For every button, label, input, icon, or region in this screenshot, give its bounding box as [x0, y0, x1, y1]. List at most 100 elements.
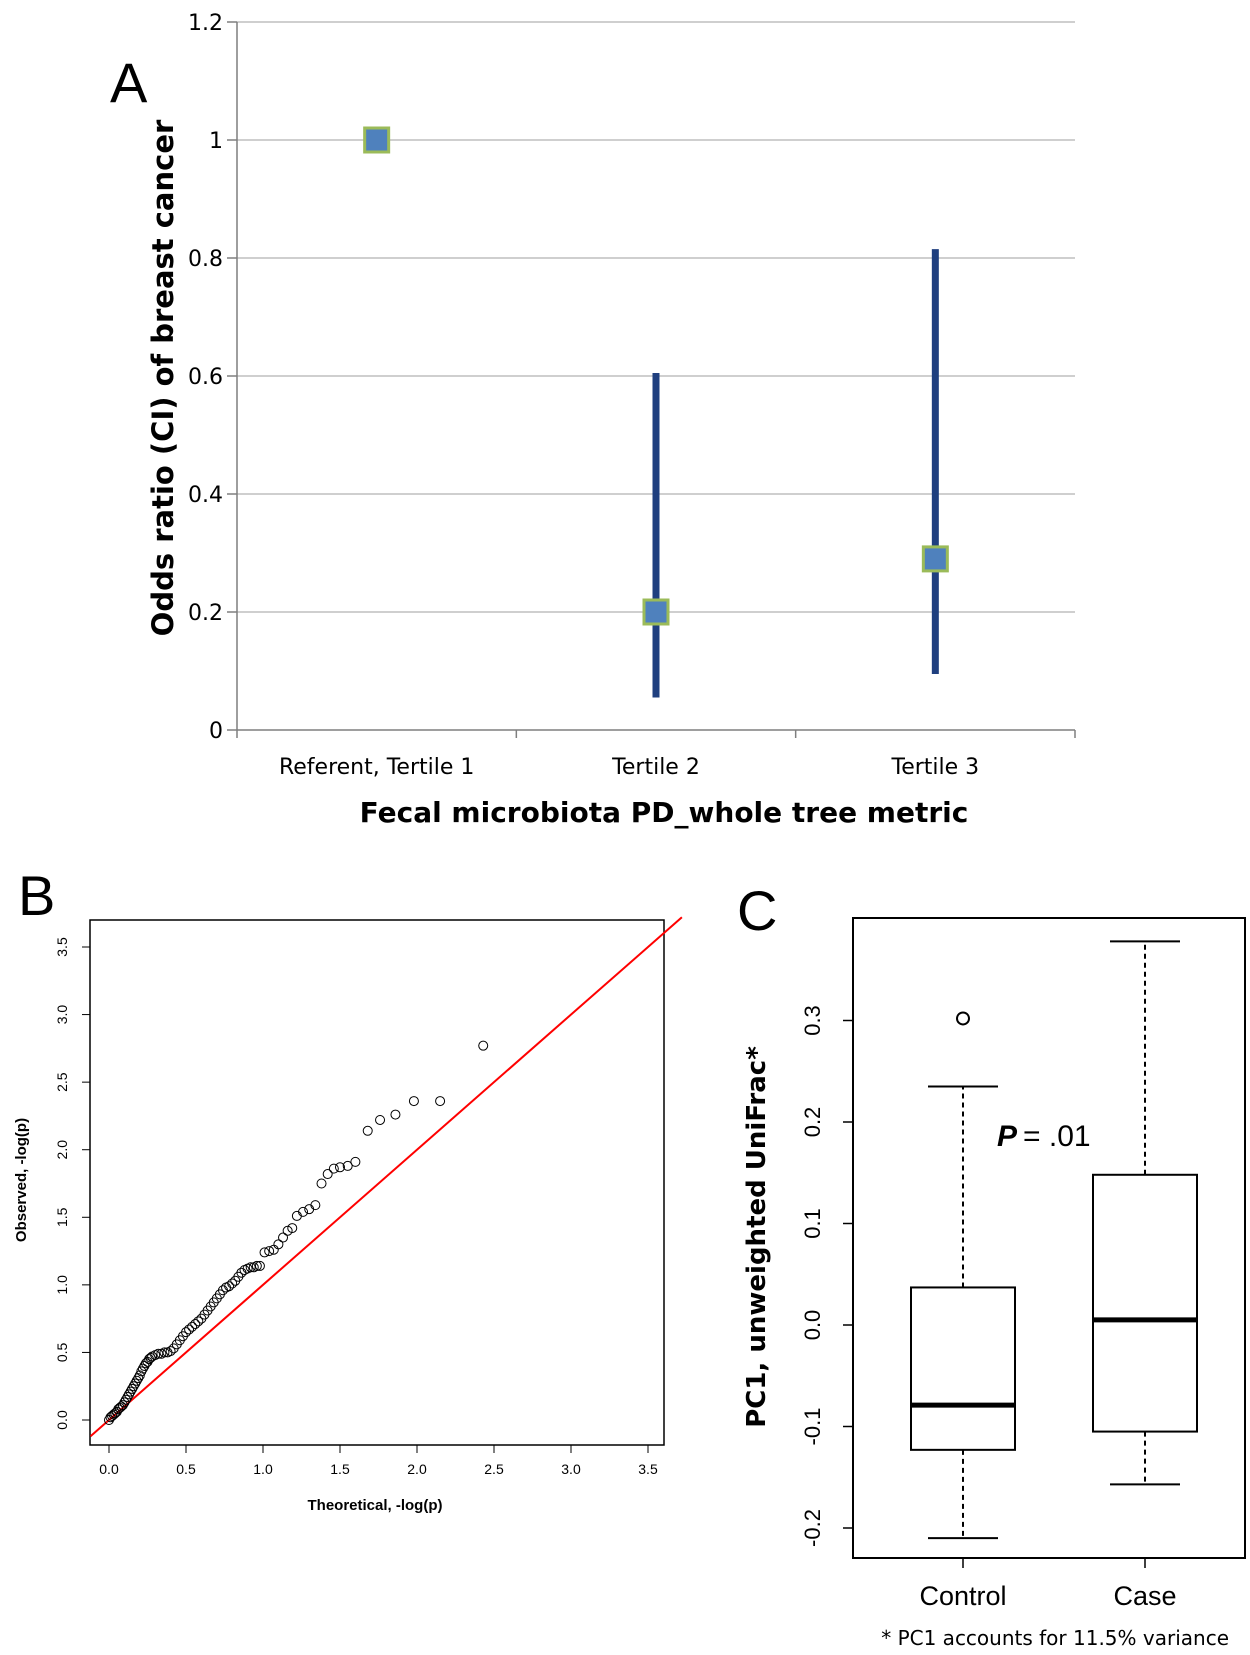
panel-b-point [181, 1327, 191, 1338]
panel-c-y-tick-label: 0.2 [800, 1107, 825, 1138]
panel-b-points [104, 1040, 489, 1425]
panel-b-x-tick-label: 0.0 [99, 1461, 119, 1477]
panel-b-y-tick-label: 3.5 [54, 937, 70, 957]
panel-b-point [193, 1316, 204, 1327]
panel-b-y-tick-label: 2.5 [54, 1072, 70, 1092]
panel-b-x-tick-label: 2.5 [484, 1461, 504, 1477]
panel-a-y-tick-label: 0.6 [188, 365, 223, 390]
panel-a-confidence-intervals [652, 249, 939, 698]
panel-b-chart: 0.0 0.5 1.0 1.5 2.0 2.5 3.0 3.5 0.0 0.5 1.0 1.5 2.0… [13, 916, 683, 1514]
panel-b-x-tick-label: 2.0 [407, 1461, 427, 1477]
panel-b-point [375, 1114, 386, 1125]
panel-c-y-tick-label: 0.0 [800, 1310, 825, 1341]
panel-b-point [291, 1210, 302, 1221]
panel-b-y-tick-label: 0.5 [54, 1342, 70, 1362]
p-label: P [997, 1120, 1018, 1153]
panel-b-point [328, 1163, 339, 1174]
panel-b-x-tick-label: 1.0 [253, 1461, 273, 1477]
panel-b-x-tick-label: 1.5 [330, 1461, 350, 1477]
panel-b-point [136, 1366, 147, 1377]
panel-a-x-tick-label: Tertile 2 [611, 755, 700, 780]
panel-a-chart: 0 0.2 0.4 0.6 0.8 1 1.2 Referent, Tertile 1 Ter… [146, 11, 1076, 829]
panel-b-point [478, 1040, 489, 1051]
panel-b-reference-line-y-equals-x [89, 916, 683, 1437]
panel-a-y-tick-label: 1.2 [188, 11, 223, 36]
panel-b-point [287, 1223, 298, 1234]
panel-b-point [251, 1260, 262, 1271]
panel-b-point [335, 1162, 345, 1173]
panel-c-x-tick-label: Case [1113, 1581, 1176, 1611]
panel-a-x-tick-label: Tertile 3 [891, 755, 980, 780]
panel-b-point [350, 1156, 361, 1167]
panel-b-point [254, 1260, 265, 1271]
panel-a-x-tick-label: Referent, Tertile 1 [279, 755, 474, 780]
panel-b-point [124, 1389, 135, 1400]
panel-b-point [435, 1096, 446, 1107]
panel-a-axes [227, 21, 1076, 738]
panel-b-point [322, 1169, 333, 1180]
panel-c-boxes [910, 940, 1198, 1540]
panel-b-plot-frame [89, 919, 665, 1446]
panel-b-point [408, 1096, 419, 1107]
panel-b-point [137, 1363, 148, 1374]
panel-b-x-tick-label: 3.5 [638, 1461, 658, 1477]
panel-b-point [224, 1281, 235, 1292]
panel-b-point [128, 1381, 139, 1392]
panel-c-axis-ticks [843, 1019, 1146, 1568]
panel-b-y-tick-label: 2.0 [54, 1140, 70, 1160]
panel-b-point [184, 1324, 195, 1335]
panel-a-y-tick-label: 1 [209, 129, 223, 154]
panel-c-outlier [956, 1011, 970, 1026]
panel-b-point [310, 1200, 321, 1211]
panel-a-marker [363, 126, 391, 154]
panel-a-x-tick-labels: Referent, Tertile 1 Tertile 2 Tertile 3 [279, 755, 979, 780]
panel-a-y-tick-label: 0 [209, 719, 223, 744]
panel-b-point [264, 1246, 275, 1257]
panel-b-point [165, 1346, 176, 1357]
panel-b-point [273, 1239, 284, 1250]
panel-b-point [342, 1160, 353, 1171]
panel-c-box [910, 1286, 1016, 1451]
panel-b-point [390, 1109, 401, 1120]
panel-b-y-tick-label: 0.0 [54, 1410, 70, 1430]
panel-b-point [159, 1347, 170, 1358]
panel-b-point [259, 1247, 270, 1258]
panel-b-point [278, 1232, 289, 1243]
panel-label-c: C [737, 879, 777, 942]
panel-c-footnote: * PC1 accounts for 11.5% variance [881, 1626, 1229, 1650]
panel-a-y-tick-label: 0.8 [188, 247, 223, 272]
panel-b-point [130, 1378, 141, 1389]
panel-c-box [1092, 1173, 1198, 1433]
panel-a-y-tick-label: 0.4 [188, 483, 223, 508]
panel-b-point [120, 1394, 131, 1405]
panel-b-y-tick-label: 3.0 [54, 1005, 70, 1025]
panel-b-point [187, 1321, 198, 1332]
panel-b-point [131, 1375, 142, 1386]
panel-a-y-axis-label: Odds ratio (CI) of breast cancer [146, 119, 180, 636]
panel-a-marker [921, 545, 949, 573]
panel-label-b: B [18, 864, 55, 927]
panel-b-point [117, 1400, 128, 1411]
panel-b-point [362, 1125, 373, 1136]
panel-b-point [125, 1386, 136, 1397]
panel-b-reference-line [89, 916, 683, 1437]
panel-a-marker [642, 598, 670, 626]
panel-b-point [190, 1319, 201, 1330]
panel-b-y-tick-label: 1.0 [54, 1275, 70, 1295]
panel-c-y-tick-label: -0.1 [800, 1408, 825, 1446]
panel-b-x-tick-label: 0.5 [176, 1461, 196, 1477]
panel-b-point [227, 1278, 238, 1289]
panel-a-y-tick-label: 0.2 [188, 601, 223, 626]
panel-b-point [298, 1206, 309, 1217]
panel-c-plot-frame [852, 917, 1246, 1559]
panel-a-x-axis-label: Fecal microbiota PD_whole tree metric [360, 796, 969, 829]
panel-c-y-tick-label: -0.2 [800, 1509, 825, 1547]
panel-b-x-tick-label: 3.0 [561, 1461, 581, 1477]
panel-c-y-tick-label: 0.3 [800, 1005, 825, 1036]
p-value: = .01 [1023, 1120, 1091, 1153]
panel-b-point [119, 1397, 130, 1408]
panel-b-point [127, 1383, 138, 1394]
panel-b-y-tick-labels: 0.0 0.5 1.0 1.5 2.0 2.5 3.0 3.5 [54, 937, 70, 1430]
panel-a-y-tick-labels: 0 0.2 0.4 0.6 0.8 1 1.2 [188, 11, 223, 744]
